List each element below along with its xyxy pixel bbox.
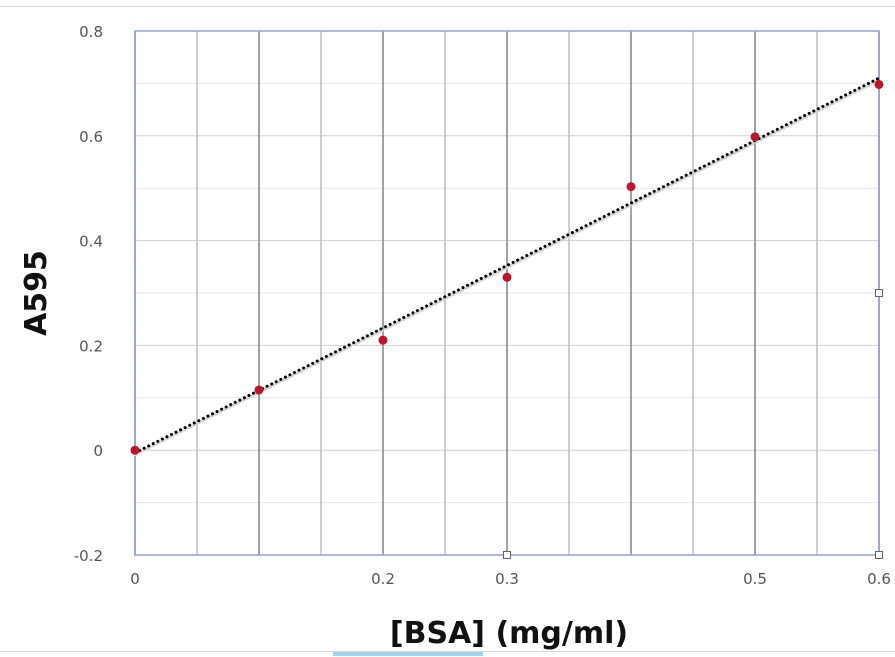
y-tick-label: 0.4: [79, 233, 103, 251]
data-point: [750, 132, 760, 142]
data-point: [874, 79, 884, 89]
y-tick-labels: 0.8 0.6 0.4 0.2 0 -0.2: [74, 23, 103, 565]
resize-handle[interactable]: [875, 289, 883, 297]
bottom-divider: [0, 651, 895, 652]
y-tick-label: 0.2: [79, 337, 103, 355]
top-divider: [0, 6, 895, 7]
y-tick-label: 0.6: [79, 128, 103, 146]
data-point: [626, 182, 636, 192]
x-tick-label: 0.6: [867, 570, 891, 588]
y-tick-label: -0.2: [74, 547, 103, 565]
data-point: [378, 335, 388, 345]
data-points: [130, 79, 884, 455]
x-tick-label: 0.5: [743, 570, 767, 588]
resize-handle[interactable]: [875, 551, 883, 559]
x-tick-labels: 0 0.2 0.3 0.5 0.6: [130, 570, 891, 588]
y-tick-label: 0: [93, 442, 103, 460]
scroll-indicator: [333, 652, 483, 656]
y-axis-title: A595: [19, 250, 54, 336]
data-point: [254, 385, 264, 395]
y-tick-label: 0.8: [79, 23, 103, 41]
x-tick-label: 0.2: [371, 570, 395, 588]
x-tick-label: 0: [130, 570, 140, 588]
x-axis-title: [BSA] (mg/ml): [390, 616, 628, 651]
data-point: [130, 445, 140, 455]
data-point: [502, 272, 512, 282]
x-tick-label: 0.3: [495, 570, 519, 588]
resize-handle[interactable]: [503, 551, 511, 559]
grid-lines: [134, 30, 883, 559]
